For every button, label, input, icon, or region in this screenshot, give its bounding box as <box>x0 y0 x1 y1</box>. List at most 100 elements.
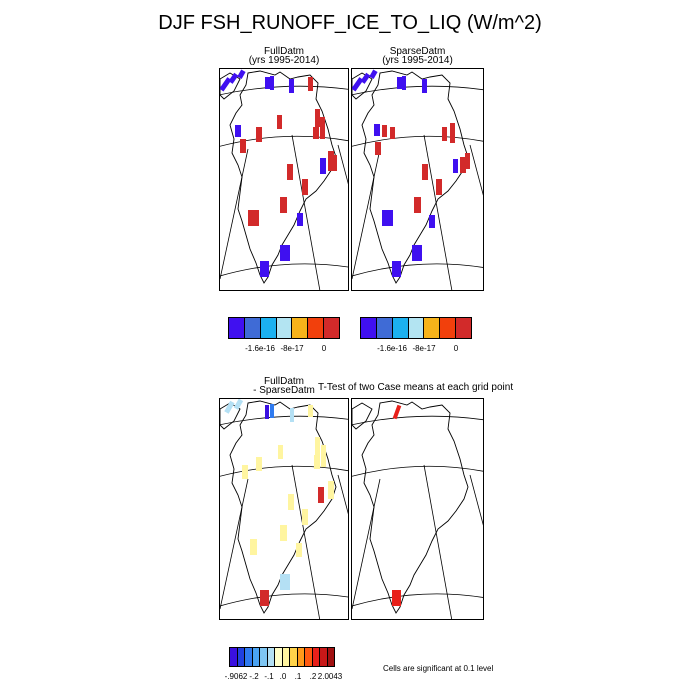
cell <box>328 481 334 499</box>
colorbar-swatch <box>320 648 328 666</box>
cell <box>402 76 406 90</box>
map-full-cells <box>220 69 337 277</box>
cell <box>388 210 393 226</box>
cell <box>290 408 294 422</box>
latitude-line <box>352 593 483 607</box>
map-full-base <box>220 70 348 290</box>
cell <box>280 197 287 213</box>
cell <box>270 404 274 418</box>
cell <box>360 72 371 84</box>
colorbar-swatch <box>244 318 261 338</box>
panel-title-diff-line1: FullDatm <box>263 376 304 387</box>
cell <box>397 77 402 89</box>
colorbar-full <box>228 317 340 339</box>
cell <box>429 215 435 228</box>
cell <box>422 79 427 93</box>
colorbar-full-label: -8e-17 <box>280 344 304 353</box>
colorbar-swatch <box>424 318 441 338</box>
cell <box>260 261 269 277</box>
colorbar-diff-label: 2.0043 <box>317 672 343 681</box>
cell <box>237 69 246 79</box>
colorbar-swatch <box>230 648 238 666</box>
cell <box>254 210 259 226</box>
map-panel-diff <box>219 398 349 620</box>
panel-title-full-line1: FullDatm <box>263 46 304 57</box>
cell <box>235 125 241 137</box>
map-diff-svg <box>220 399 348 619</box>
latitude-line <box>352 135 483 147</box>
meridian-line <box>220 478 249 610</box>
map-sparse-cells <box>352 69 470 277</box>
cell <box>321 445 326 467</box>
colorbar-diff-label: -.1 <box>264 672 274 681</box>
cell <box>315 109 320 127</box>
cell <box>318 487 324 503</box>
colorbar-swatch <box>237 648 245 666</box>
latitude-line <box>352 85 483 96</box>
colorbar-diff-label: .1 <box>294 672 302 681</box>
cell <box>442 127 447 141</box>
map-ttest-cells <box>392 404 402 606</box>
panel-title-diff-line2: - SparseDatm <box>253 385 315 396</box>
colorbar-swatch <box>282 648 290 666</box>
cell <box>392 404 402 420</box>
map-full-svg <box>220 69 348 290</box>
colorbar-full-label: 0 <box>321 344 327 353</box>
map-ttest-base <box>352 400 483 619</box>
cell <box>260 590 269 606</box>
meridian-line <box>423 134 453 290</box>
map-panel-ttest <box>351 398 484 620</box>
cell <box>450 123 455 143</box>
cell <box>297 213 303 226</box>
map-panel-full <box>219 68 349 291</box>
latitude-line <box>220 593 348 607</box>
cell <box>280 245 290 261</box>
map-ttest-svg <box>352 400 483 619</box>
cell <box>250 539 257 555</box>
cell <box>412 245 422 261</box>
colorbar-swatch <box>308 318 325 338</box>
colorbar-swatch <box>297 648 305 666</box>
colorbar-swatch <box>392 318 409 338</box>
colorbar-swatch <box>260 318 277 338</box>
colorbar-swatch <box>408 318 425 338</box>
meridian-line <box>352 148 381 280</box>
meridian-line <box>291 464 321 619</box>
cell <box>308 405 313 417</box>
panel-title-full: FullDatm (yrs 1995-2014) <box>219 46 349 66</box>
colorbar-diff-label: -.9062 <box>224 672 248 681</box>
panel-title-sparse-line2: (yrs 1995-2014) <box>382 55 453 66</box>
colorbar-diff-label: -.2 <box>249 672 259 681</box>
cell <box>248 210 255 226</box>
map-diff-cells <box>224 399 334 606</box>
cell <box>382 125 387 137</box>
colorbar-swatch <box>290 648 298 666</box>
latitude-line <box>220 415 348 426</box>
meridian-line <box>469 474 483 526</box>
cell <box>287 164 293 180</box>
cell <box>265 77 270 89</box>
cell <box>453 159 458 173</box>
colorbar-swatch <box>440 318 457 338</box>
cell <box>280 525 287 541</box>
panel-title-ttest: T-Test of two Case means at each grid po… <box>318 382 514 393</box>
cell <box>289 79 294 93</box>
cell <box>256 457 262 471</box>
latitude-line <box>352 263 483 277</box>
cell <box>314 455 320 469</box>
colorbar-sparse-label: -8e-17 <box>412 344 436 353</box>
panel-title-sparse: SparseDatm (yrs 1995-2014) <box>351 46 484 66</box>
colorbar-diff-label: .0 <box>279 672 287 681</box>
colorbar-sparse-label: -1.6e-16 <box>377 344 407 353</box>
map-sparse-svg <box>352 69 483 290</box>
cell <box>265 405 269 419</box>
colorbar-swatch <box>327 648 334 666</box>
latitude-line <box>220 135 348 147</box>
colorbar-full-label: -1.6e-16 <box>245 344 275 353</box>
cell <box>422 164 428 180</box>
cell <box>302 509 308 525</box>
page-title: DJF FSH_RUNOFF_ICE_TO_LIQ (W/m^2) <box>158 12 542 34</box>
cell <box>390 127 395 139</box>
panel-title-sparse-line1: SparseDatm <box>389 46 446 57</box>
cell <box>280 574 290 590</box>
